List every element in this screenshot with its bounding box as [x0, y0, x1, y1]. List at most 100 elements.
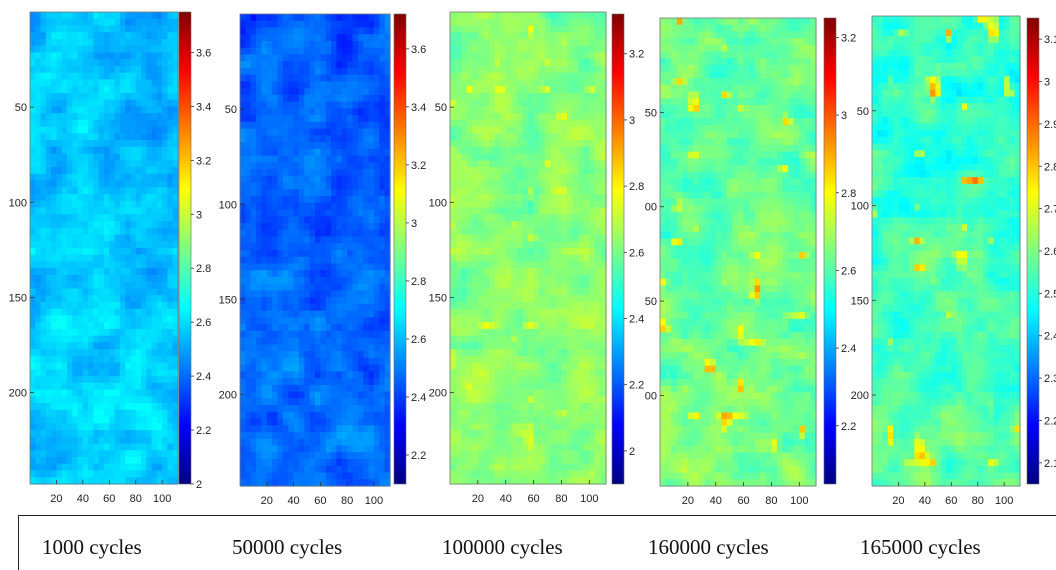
heatmap-cell — [325, 67, 332, 76]
heatmap-cell — [119, 308, 126, 317]
heatmap-cell — [35, 221, 42, 229]
heatmap-cell — [589, 86, 596, 94]
heatmap-cell — [156, 214, 163, 222]
heatmap-cell — [472, 86, 479, 94]
heatmap-cell — [594, 146, 602, 155]
heatmap-cell — [67, 423, 73, 431]
heatmap-cell — [261, 175, 268, 184]
heatmap-cell — [315, 364, 321, 372]
heatmap-cell — [357, 108, 364, 116]
heatmap-cell — [56, 25, 63, 33]
heatmap-cell — [572, 207, 579, 215]
heatmap-cell — [266, 297, 273, 305]
heatmap-cell — [522, 146, 529, 155]
heatmap-cell — [240, 169, 246, 177]
heatmap-cell — [352, 236, 359, 244]
heatmap-cell — [135, 443, 142, 451]
heatmap-cell — [98, 470, 105, 478]
heatmap-cell — [583, 79, 590, 87]
heatmap-cell — [109, 187, 116, 195]
heatmap-cell — [40, 362, 47, 370]
heatmap-cell — [572, 187, 579, 195]
heatmap-cell — [146, 214, 153, 222]
heatmap-cell — [82, 335, 89, 343]
heatmap-cell — [363, 297, 370, 305]
heatmap-cell — [461, 38, 468, 47]
heatmap-cell — [379, 445, 386, 453]
heatmap-cell — [505, 72, 512, 81]
heatmap-cell — [72, 349, 79, 357]
heatmap-cell — [261, 202, 268, 211]
heatmap-cell — [151, 248, 158, 256]
heatmap-cell — [245, 223, 252, 231]
heatmap-cell — [544, 187, 551, 195]
heatmap-cell — [320, 155, 327, 163]
heatmap-cell — [298, 405, 305, 413]
heatmap-cell — [357, 189, 364, 197]
heatmap-cell — [56, 382, 63, 391]
heatmap-cell — [511, 79, 518, 87]
heatmap-cell — [511, 133, 518, 141]
heatmap-cell — [384, 189, 391, 197]
heatmap-cell — [93, 146, 100, 155]
heatmap-cell — [550, 133, 557, 141]
heatmap-cell — [119, 234, 126, 242]
heatmap-cell — [35, 403, 42, 411]
heatmap-cell — [93, 369, 100, 377]
heatmap-cell — [93, 126, 100, 134]
heatmap-cell — [98, 227, 105, 236]
heatmap-cell — [379, 216, 386, 224]
heatmap-cell — [352, 108, 359, 116]
heatmap-cell — [104, 180, 110, 188]
heatmap-cell — [82, 463, 89, 472]
heatmap-cell — [114, 308, 121, 317]
heatmap-cell — [578, 180, 585, 188]
heatmap-cell — [379, 276, 386, 285]
heatmap-cell — [141, 396, 147, 404]
heatmap-cell — [35, 288, 42, 296]
heatmap-cell — [146, 200, 153, 209]
heatmap-cell — [261, 101, 268, 109]
heatmap-cell — [98, 153, 105, 161]
heatmap-cell — [119, 126, 126, 134]
heatmap-cell — [544, 133, 551, 141]
heatmap-cell — [368, 175, 375, 184]
heatmap-cell — [250, 74, 257, 83]
heatmap-cell — [341, 27, 348, 35]
heatmap-cell — [61, 281, 68, 290]
heatmap-cell — [494, 227, 501, 236]
heatmap-cell — [555, 160, 563, 168]
heatmap-cell — [320, 337, 327, 345]
heatmap-cell — [93, 261, 100, 269]
heatmap-cell — [119, 140, 126, 148]
heatmap-cell — [500, 200, 507, 209]
heatmap-cell — [288, 297, 295, 305]
heatmap-cell — [272, 330, 279, 339]
heatmap-cell — [109, 140, 116, 148]
heatmap-cell — [341, 351, 348, 359]
heatmap-cell — [119, 328, 126, 337]
heatmap-cell — [363, 135, 370, 143]
heatmap-cell — [555, 32, 563, 40]
heatmap-cell — [40, 59, 47, 67]
heatmap-cell — [119, 146, 126, 155]
heatmap-cell — [373, 310, 380, 319]
heatmap-cell — [341, 310, 348, 319]
heatmap-cell — [494, 92, 501, 101]
heatmap-cell — [240, 479, 246, 487]
heatmap-cell — [341, 364, 348, 372]
heatmap-cell — [114, 261, 121, 269]
heatmap-cell — [130, 362, 137, 370]
heatmap-cell — [240, 155, 246, 163]
heatmap-cell — [98, 45, 105, 54]
heatmap-cell — [550, 45, 557, 54]
heatmap-cell — [550, 25, 557, 33]
heatmap-cell — [135, 99, 142, 107]
heatmap-cell — [363, 303, 370, 312]
heatmap-cell — [109, 308, 116, 317]
heatmap-cell — [130, 59, 137, 67]
heatmap-cell — [250, 169, 257, 177]
heatmap-cell — [572, 52, 579, 60]
heatmap-cell — [82, 295, 89, 303]
heatmap-cell — [336, 94, 343, 103]
